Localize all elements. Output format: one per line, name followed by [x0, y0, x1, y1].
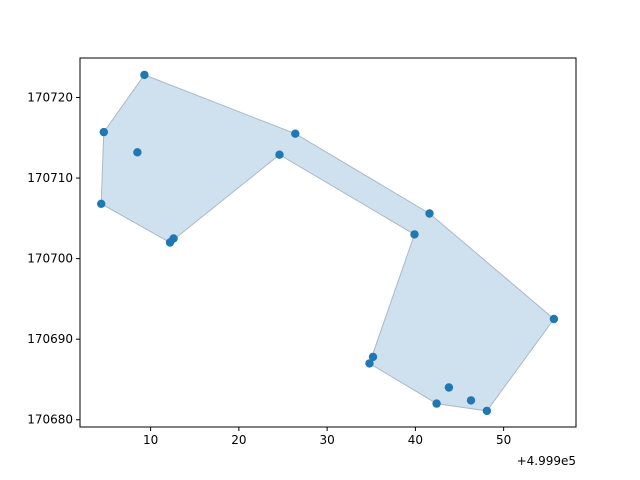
scatter-point — [482, 406, 492, 416]
scatter-point — [410, 230, 419, 239]
scatter-point — [365, 359, 374, 368]
y-tick-label: 170700 — [27, 252, 73, 266]
x-axis: 10 20 30 40 50 — [143, 427, 511, 447]
y-tick-label: 170690 — [27, 332, 73, 346]
x-tick-label: 40 — [408, 433, 423, 447]
x-tick-label: 20 — [231, 433, 246, 447]
plot-area — [97, 70, 559, 416]
scatter-point — [99, 127, 109, 137]
x-tick-label: 10 — [143, 433, 158, 447]
x-tick-label: 50 — [496, 433, 511, 447]
scatter-point — [97, 199, 106, 208]
scatter-point — [133, 148, 142, 157]
scatter-point — [275, 150, 284, 159]
y-tick-label: 170710 — [27, 171, 73, 185]
y-axis: 170680 170690 170700 170710 170720 — [27, 90, 80, 427]
scatter-point — [466, 396, 476, 405]
scatter-point — [444, 383, 454, 392]
y-tick-label: 170720 — [27, 90, 73, 104]
scatter-point — [549, 314, 559, 324]
scatter-point — [140, 70, 149, 80]
scatter-point — [432, 399, 441, 408]
y-tick-label: 170680 — [27, 413, 73, 427]
scatter-point — [425, 209, 434, 218]
x-axis-offset-label: +4.999e5 — [517, 454, 576, 468]
x-tick-label: 30 — [319, 433, 334, 447]
axes-frame — [79, 57, 577, 428]
scatter-point — [165, 238, 175, 247]
scatter-point — [291, 129, 300, 138]
scatter-point — [368, 352, 378, 362]
